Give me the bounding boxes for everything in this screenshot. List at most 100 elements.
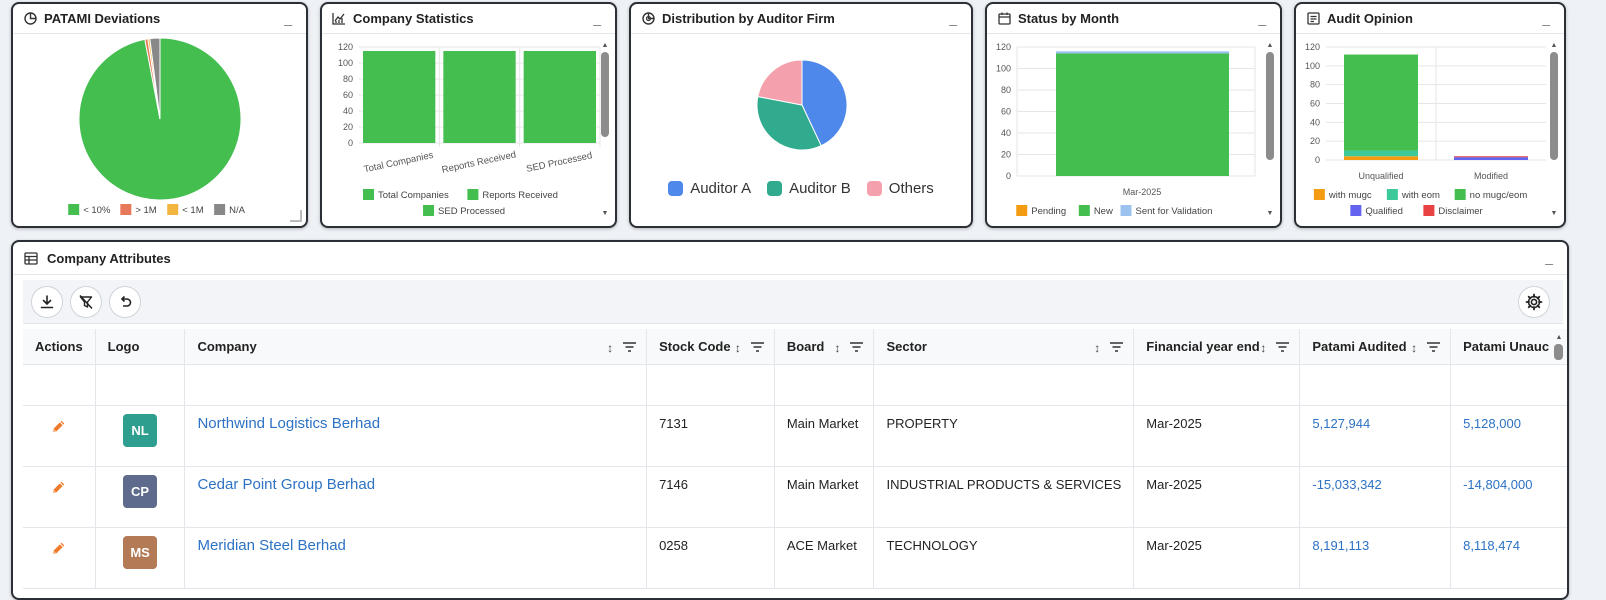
bar[interactable]: [443, 51, 516, 143]
legend-swatch[interactable]: [1016, 205, 1028, 216]
board-cell: Main Market: [774, 466, 875, 528]
legend-swatch[interactable]: [423, 205, 435, 216]
panel-scrollbar[interactable]: ▲ ▼: [601, 42, 609, 217]
tick-label: SED Processed: [525, 150, 593, 175]
bar-segment[interactable]: [1344, 156, 1418, 160]
clear-filter-button[interactable]: [70, 286, 102, 318]
patami-unaudited-link[interactable]: 5,128,000: [1463, 415, 1521, 431]
column-header-company[interactable]: Company ↕: [184, 329, 648, 365]
company-link[interactable]: Cedar Point Group Berhad: [197, 475, 376, 493]
filter-cell[interactable]: [774, 364, 875, 406]
edit-button[interactable]: [35, 538, 83, 557]
filter-cell[interactable]: [95, 364, 186, 406]
filter-icon[interactable]: [850, 340, 864, 355]
patami-unaudited-cell: 5,128,000: [1450, 405, 1567, 467]
legend-swatch[interactable]: [1454, 189, 1466, 200]
patami-audited-link[interactable]: 8,191,113: [1312, 537, 1370, 553]
edit-button[interactable]: [35, 477, 83, 496]
company-link[interactable]: Northwind Logistics Berhad: [197, 414, 381, 432]
table-row[interactable]: MS Meridian Steel Berhad 0258 ACE Market…: [23, 527, 1567, 589]
panel-title: Status by Month: [1018, 11, 1120, 26]
bar-segment[interactable]: [1454, 156, 1528, 158]
settings-button[interactable]: [1518, 286, 1550, 318]
reset-button[interactable]: [109, 286, 141, 318]
filter-icon[interactable]: [1110, 340, 1124, 355]
sort-icon[interactable]: ↕: [834, 340, 841, 355]
bar[interactable]: [523, 51, 596, 143]
patami-unaudited-link[interactable]: -14,804,000: [1463, 476, 1533, 492]
bar-segment[interactable]: [1344, 150, 1418, 157]
column-header-board[interactable]: Board ↕: [774, 329, 875, 365]
filter-cell[interactable]: [23, 364, 96, 406]
legend-item-auditor-a[interactable]: Auditor A: [668, 180, 751, 197]
panel-scrollbar[interactable]: ▲ ▼: [1550, 42, 1558, 217]
sort-icon[interactable]: ↕: [1094, 340, 1101, 355]
legend-swatch[interactable]: [1423, 205, 1435, 216]
column-header-stock-code[interactable]: Stock Code ↕: [646, 329, 775, 365]
auditor-slice[interactable]: [756, 95, 822, 151]
column-header-financial-year-end[interactable]: Financial year end ↕: [1133, 329, 1301, 365]
legend-swatch[interactable]: [363, 189, 375, 200]
auditor-slice[interactable]: [757, 59, 803, 106]
table-scrollbar[interactable]: ▲: [1554, 334, 1564, 364]
bar[interactable]: [363, 51, 436, 143]
minimize-button[interactable]: _: [593, 10, 601, 27]
company-link[interactable]: Meridian Steel Berhad: [197, 536, 346, 554]
legend-swatch[interactable]: [1078, 205, 1090, 216]
bar-segment[interactable]: [1056, 53, 1229, 177]
filter-icon[interactable]: [623, 340, 637, 355]
legend-item-others[interactable]: Others: [866, 180, 934, 197]
edit-button[interactable]: [35, 416, 83, 435]
bar-segment[interactable]: [1454, 157, 1528, 160]
filter-icon[interactable]: [750, 340, 764, 355]
legend-label: SED Processed: [438, 206, 505, 217]
minimize-button[interactable]: _: [1545, 250, 1553, 266]
filter-cell[interactable]: [184, 364, 648, 406]
minimize-button[interactable]: _: [1258, 10, 1266, 27]
sort-icon[interactable]: ↕: [734, 340, 741, 355]
legend-swatch[interactable]: [120, 204, 132, 215]
legend-swatch[interactable]: [1120, 205, 1132, 216]
resize-handle[interactable]: [290, 210, 302, 222]
sort-icon[interactable]: ↕: [1260, 340, 1267, 355]
column-header-patami-unaudited[interactable]: Patami Unauc: [1450, 329, 1567, 365]
minimize-button[interactable]: _: [1542, 10, 1550, 27]
legend-swatch[interactable]: [1386, 189, 1398, 200]
minimize-button[interactable]: _: [284, 10, 292, 27]
legend-label: Total Companies: [378, 190, 449, 201]
legend-swatch[interactable]: [214, 204, 226, 215]
filter-cell[interactable]: [646, 364, 775, 406]
bar-segment[interactable]: [1344, 54, 1418, 151]
tick-label: 40: [1001, 128, 1011, 138]
bar-segment[interactable]: [1056, 51, 1229, 54]
sort-icon[interactable]: ↕: [607, 340, 614, 355]
minimize-button[interactable]: _: [949, 10, 957, 27]
table-row[interactable]: NL Northwind Logistics Berhad 7131 Main …: [23, 405, 1567, 467]
filter-cell[interactable]: [873, 364, 1135, 406]
filter-icon[interactable]: [1276, 340, 1290, 355]
patami-audited-link[interactable]: 5,127,944: [1312, 415, 1371, 431]
legend-swatch[interactable]: [1313, 189, 1325, 200]
filter-cell[interactable]: [1450, 364, 1567, 406]
chart-line-icon: [332, 12, 346, 26]
column-header-patami-audited[interactable]: Patami Audited ↕: [1299, 329, 1452, 365]
download-button[interactable]: [31, 286, 63, 318]
legend-item-auditor-b[interactable]: Auditor B: [767, 180, 851, 197]
table-row[interactable]: CP Cedar Point Group Berhad 7146 Main Ma…: [23, 466, 1567, 528]
legend-swatch[interactable]: [68, 204, 80, 215]
audit-opinion-panel: Audit Opinion _ 0 20 40 60 80 100 120 Unqualifi…: [1294, 2, 1566, 228]
patami-slice[interactable]: [149, 37, 161, 120]
filter-cell[interactable]: [1133, 364, 1301, 406]
column-header-sector[interactable]: Sector ↕: [873, 329, 1135, 365]
legend-swatch[interactable]: [467, 189, 479, 200]
patami-unaudited-link[interactable]: 8,118,474: [1463, 537, 1520, 553]
panel-scrollbar[interactable]: ▲ ▼: [1266, 42, 1274, 217]
filter-cell[interactable]: [1299, 364, 1452, 406]
filter-icon[interactable]: [1427, 340, 1441, 355]
legend-swatch[interactable]: [1350, 205, 1362, 216]
legend-swatch[interactable]: [167, 204, 179, 215]
auditor-slice[interactable]: [801, 59, 848, 147]
legend-label: < 1M: [182, 205, 203, 216]
patami-audited-link[interactable]: -15,033,342: [1312, 476, 1382, 492]
sort-icon[interactable]: ↕: [1411, 340, 1418, 355]
